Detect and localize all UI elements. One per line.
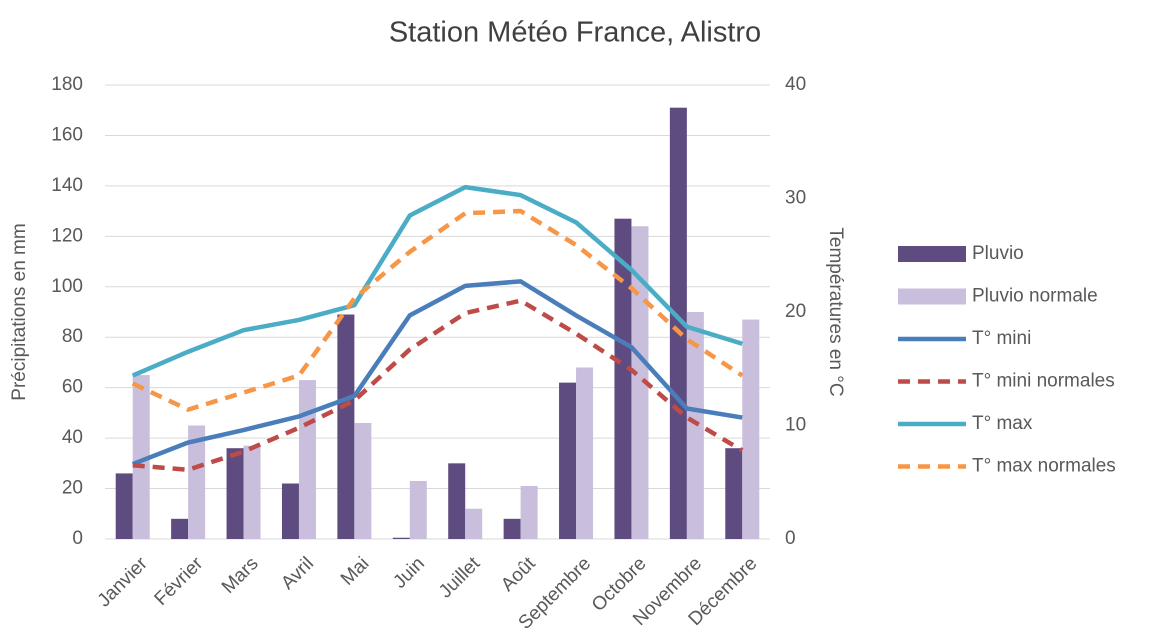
y-tick-label: 80 <box>62 326 83 347</box>
legend-label: Pluvio normale <box>972 286 1098 307</box>
x-tick-label: Mai <box>337 553 374 590</box>
x-tick-label: Mars <box>218 553 263 598</box>
bar <box>243 445 261 539</box>
y2-axis-title: Températures en °C <box>825 227 846 396</box>
x-tick-label: Avril <box>277 553 318 594</box>
bar <box>132 375 150 539</box>
legend-label: T° mini normales <box>972 371 1115 392</box>
y-tick-label: 180 <box>51 74 83 95</box>
legend-label: T° max normales <box>972 456 1116 477</box>
y2-tick-label: 40 <box>785 74 806 95</box>
bar <box>188 425 206 539</box>
y-tick-label: 160 <box>51 124 83 145</box>
legend-label: T° mini <box>972 328 1031 349</box>
y-tick-label: 140 <box>51 175 83 196</box>
y2-tick-label: 0 <box>785 528 796 549</box>
legend-swatch <box>898 246 966 262</box>
bar <box>520 486 538 539</box>
bar <box>226 448 244 539</box>
bar <box>614 218 632 539</box>
x-tick-label: Juillet <box>435 553 485 603</box>
bar <box>503 518 521 539</box>
bar <box>669 107 687 539</box>
bar <box>686 312 704 539</box>
bar <box>115 473 133 539</box>
bar <box>576 367 594 539</box>
bar <box>631 226 649 539</box>
y-tick-label: 60 <box>62 377 83 398</box>
bar <box>298 380 316 539</box>
y-tick-label: 120 <box>51 225 83 246</box>
legend-label: T° max <box>972 413 1033 434</box>
line <box>131 279 743 467</box>
line <box>131 184 743 378</box>
bar <box>559 382 577 539</box>
bar <box>409 480 427 539</box>
bar <box>392 537 410 539</box>
bar <box>465 508 483 539</box>
chart-title: Station Météo France, Alistro <box>389 17 761 49</box>
bar <box>171 518 189 539</box>
bar <box>337 314 355 539</box>
y2-tick-label: 30 <box>785 188 806 209</box>
bar <box>725 448 743 539</box>
bar <box>742 319 760 539</box>
y2-tick-label: 10 <box>785 415 806 436</box>
x-tick-label: Août <box>497 553 540 596</box>
line <box>131 208 744 412</box>
bar <box>281 483 299 539</box>
bar <box>354 422 372 539</box>
y2-tick-label: 20 <box>785 301 806 322</box>
y-tick-label: 100 <box>51 276 83 297</box>
line <box>132 298 744 473</box>
y-tick-label: 20 <box>62 478 83 499</box>
legend-swatch <box>898 288 966 305</box>
legend-label: Pluvio <box>972 243 1024 264</box>
x-tick-label: Janvier <box>94 553 153 612</box>
y-tick-label: 40 <box>62 427 83 448</box>
bar <box>448 463 466 539</box>
x-tick-label: Juin <box>389 553 428 592</box>
x-tick-label: Février <box>151 553 208 610</box>
y-tick-label: 0 <box>72 528 83 549</box>
y-axis-title: Précipitations en mm <box>9 223 30 400</box>
